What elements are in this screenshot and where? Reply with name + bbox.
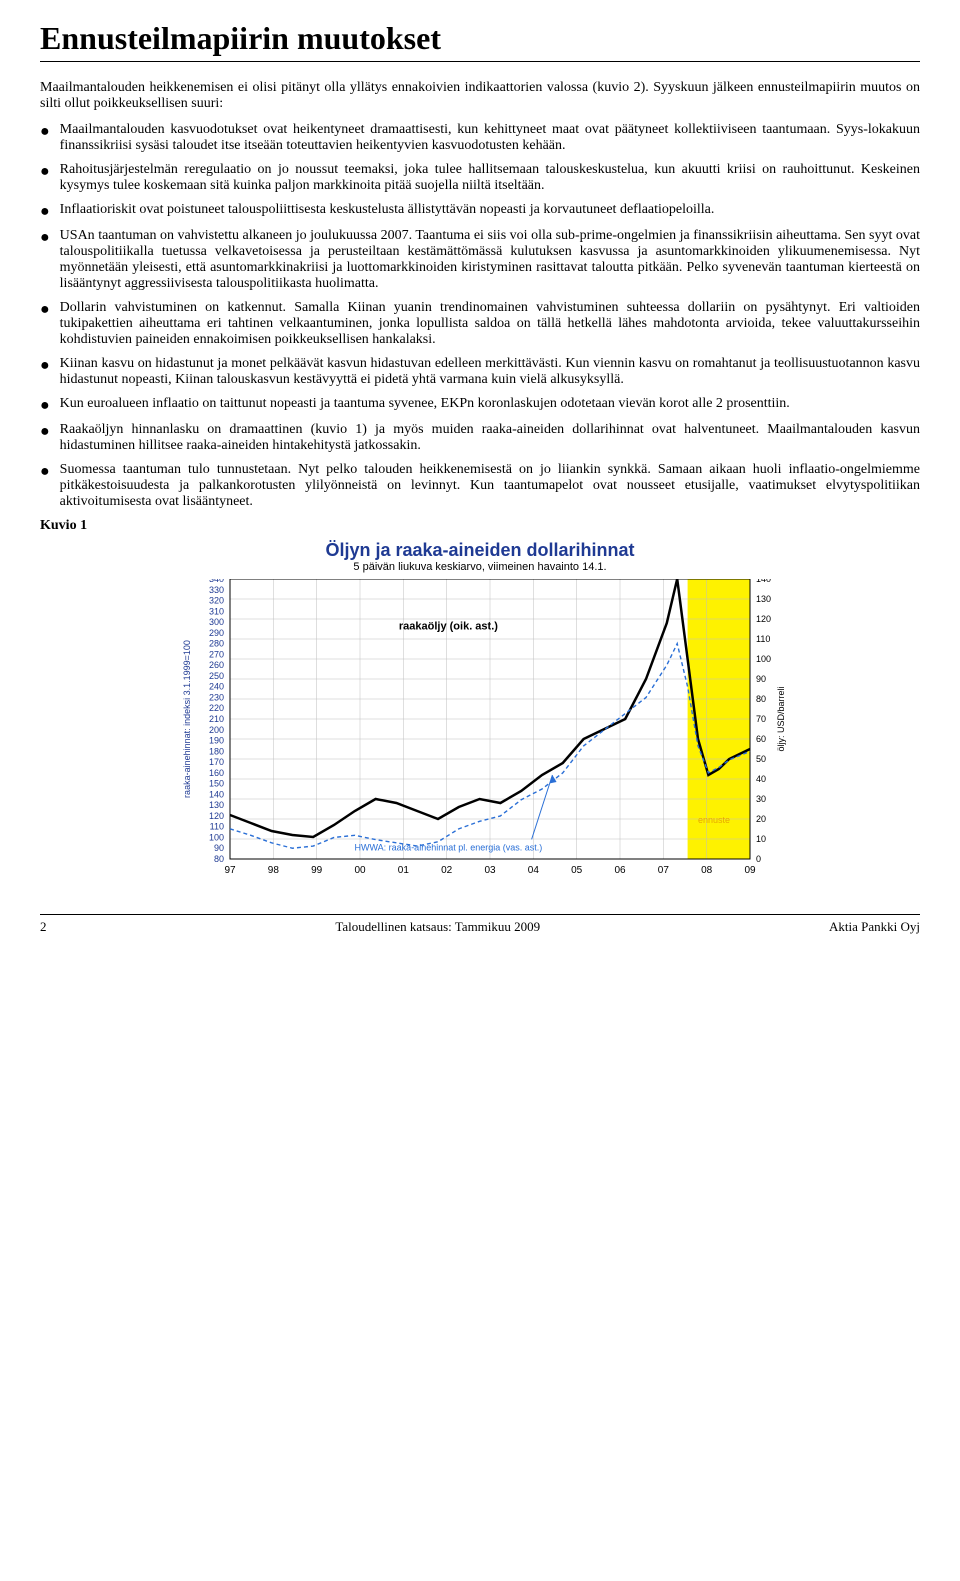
svg-text:340: 340 (209, 579, 224, 584)
svg-text:230: 230 (209, 692, 224, 702)
chart-subtitle: 5 päivän liukuva keskiarvo, viimeinen ha… (170, 561, 790, 573)
bullet-dot: ● (40, 164, 50, 180)
bullet-item: ● Maailmantalouden kasvuodotukset ovat he… (40, 122, 920, 154)
svg-text:120: 120 (209, 811, 224, 821)
svg-text:290: 290 (209, 628, 224, 638)
svg-text:270: 270 (209, 649, 224, 659)
svg-text:07: 07 (658, 865, 670, 876)
footer-right: Aktia Pankki Oyj (829, 919, 920, 935)
svg-text:140: 140 (209, 789, 224, 799)
svg-text:210: 210 (209, 714, 224, 724)
bullet-text: Suomessa taantuman tulo tunnustetaan. Ny… (60, 462, 920, 510)
bullet-dot: ● (40, 204, 50, 220)
svg-text:97: 97 (224, 865, 236, 876)
svg-text:80: 80 (756, 694, 766, 704)
svg-text:240: 240 (209, 682, 224, 692)
svg-text:330: 330 (209, 585, 224, 595)
bullet-dot: ● (40, 358, 50, 374)
svg-text:120: 120 (756, 614, 771, 624)
svg-text:90: 90 (756, 674, 766, 684)
page-footer: 2 Taloudellinen katsaus: Tammikuu 2009 A… (40, 914, 920, 935)
bullet-item: ● Raakaöljyn hinnanlasku on dramaattinen … (40, 422, 920, 454)
bullet-item: ● Kiinan kasvu on hidastunut ja monet pel… (40, 356, 920, 388)
svg-text:40: 40 (756, 774, 766, 784)
svg-text:110: 110 (210, 822, 224, 832)
svg-text:0: 0 (756, 854, 761, 864)
bullet-text: Inflaatioriskit ovat poistuneet talouspo… (60, 202, 920, 218)
bullet-text: Kun euroalueen inflaatio on taittunut no… (60, 396, 920, 412)
footer-center: Taloudellinen katsaus: Tammikuu 2009 (335, 919, 540, 935)
chart-svg: 0102030405060708090100110120130140809010… (170, 579, 790, 899)
svg-text:310: 310 (209, 606, 224, 616)
chart-container: Öljyn ja raaka-aineiden dollarihinnat 5 … (40, 540, 920, 904)
svg-text:140: 140 (756, 579, 771, 584)
svg-text:00: 00 (354, 865, 366, 876)
bullet-text: Dollarin vahvistuminen on katkennut. Sam… (60, 300, 920, 348)
bullet-dot: ● (40, 398, 50, 414)
svg-text:08: 08 (701, 865, 713, 876)
bullet-text: Kiinan kasvu on hidastunut ja monet pelk… (60, 356, 920, 388)
bullet-item: ● Inflaatioriskit ovat poistuneet talousp… (40, 202, 920, 220)
svg-text:01: 01 (398, 865, 410, 876)
svg-text:130: 130 (209, 800, 224, 810)
chart-title: Öljyn ja raaka-aineiden dollarihinnat (170, 540, 790, 561)
svg-text:130: 130 (756, 594, 771, 604)
svg-text:ennuste: ennuste (698, 815, 730, 825)
svg-text:raakaöljy (oik. ast.): raakaöljy (oik. ast.) (399, 620, 498, 632)
svg-text:02: 02 (441, 865, 453, 876)
bullet-text: Raakaöljyn hinnanlasku on dramaattinen (… (60, 422, 920, 454)
svg-text:98: 98 (268, 865, 280, 876)
svg-text:220: 220 (209, 703, 224, 713)
svg-text:250: 250 (209, 671, 224, 681)
svg-text:280: 280 (209, 639, 224, 649)
svg-text:80: 80 (214, 854, 224, 864)
svg-text:100: 100 (756, 654, 771, 664)
intro-text: Maailmantalouden heikkenemisen ei olisi … (40, 80, 920, 112)
svg-text:04: 04 (528, 865, 540, 876)
svg-text:100: 100 (209, 832, 224, 842)
bullet-item: ● Kun euroalueen inflaatio on taittunut n… (40, 396, 920, 414)
bullet-text: Maailmantalouden kasvuodotukset ovat hei… (60, 122, 920, 154)
svg-text:99: 99 (311, 865, 323, 876)
bullet-item: ● Suomessa taantuman tulo tunnustetaan. N… (40, 462, 920, 510)
svg-text:320: 320 (209, 596, 224, 606)
svg-text:170: 170 (209, 757, 224, 767)
svg-text:90: 90 (214, 843, 224, 853)
bullet-dot: ● (40, 302, 50, 318)
footer-page: 2 (40, 919, 47, 935)
bullet-dot: ● (40, 230, 50, 246)
bullet-dot: ● (40, 124, 50, 140)
svg-text:300: 300 (209, 617, 224, 627)
svg-text:05: 05 (571, 865, 583, 876)
svg-text:öljy: USD/barreli: öljy: USD/barreli (776, 686, 786, 751)
svg-text:180: 180 (209, 746, 224, 756)
bullet-item: ● Rahoitusjärjestelmän reregulaatio on jo… (40, 162, 920, 194)
svg-text:03: 03 (484, 865, 496, 876)
bullet-dot: ● (40, 464, 50, 480)
svg-text:50: 50 (756, 754, 766, 764)
svg-text:190: 190 (209, 736, 224, 746)
svg-text:raaka-ainehinnat: indeksi 3.1.: raaka-ainehinnat: indeksi 3.1.1999=100 (182, 640, 192, 798)
svg-text:06: 06 (614, 865, 626, 876)
svg-text:20: 20 (756, 814, 766, 824)
figure-label: Kuvio 1 (40, 518, 920, 534)
bullet-list: ● Maailmantalouden kasvuodotukset ovat he… (40, 122, 920, 510)
bullet-text: USAn taantuman on vahvistettu alkaneen j… (60, 228, 920, 292)
svg-text:30: 30 (756, 794, 766, 804)
bullet-item: ● USAn taantuman on vahvistettu alkaneen … (40, 228, 920, 292)
page-title: Ennusteilmapiirin muutokset (40, 20, 920, 62)
bullet-item: ● Dollarin vahvistuminen on katkennut. Sa… (40, 300, 920, 348)
bullet-dot: ● (40, 424, 50, 440)
svg-text:200: 200 (209, 725, 224, 735)
bullet-text: Rahoitusjärjestelmän reregulaatio on jo … (60, 162, 920, 194)
svg-text:10: 10 (756, 834, 766, 844)
svg-text:110: 110 (756, 634, 770, 644)
svg-text:150: 150 (209, 779, 224, 789)
svg-text:260: 260 (209, 660, 224, 670)
svg-text:70: 70 (756, 714, 766, 724)
svg-text:09: 09 (744, 865, 756, 876)
svg-text:HWWA: raaka-ainehinnat pl. ene: HWWA: raaka-ainehinnat pl. energia (vas.… (355, 843, 543, 853)
svg-text:160: 160 (209, 768, 224, 778)
svg-text:60: 60 (756, 734, 766, 744)
